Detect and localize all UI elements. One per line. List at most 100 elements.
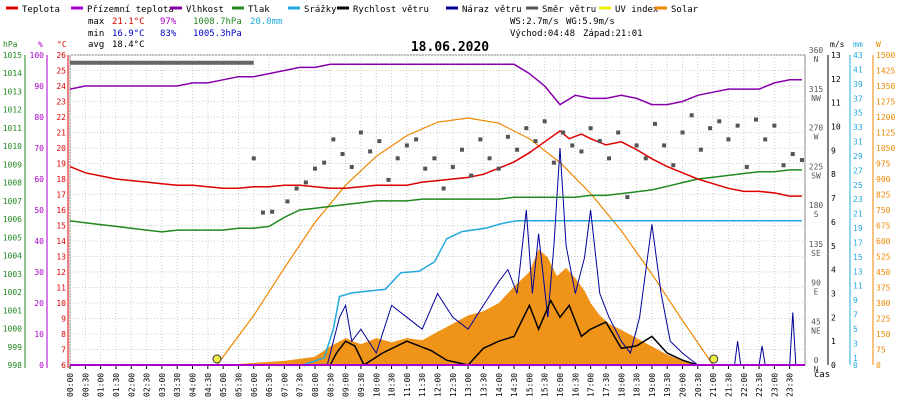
y-tick-dir: 270 <box>809 124 824 133</box>
y-tick-wm2: 450 <box>876 268 891 277</box>
stat-wg: WG:5.9m/s <box>566 17 615 27</box>
y-tick-wm2: 75 <box>876 346 886 355</box>
stats-panel: max 21.1°C 97% 1008.7hPa 20.0mm min 16.9… <box>88 17 643 50</box>
y-tick-wm2: 1200 <box>876 113 895 122</box>
x-tick-label: 12:30 <box>449 373 458 397</box>
wind-dir-point <box>368 149 373 154</box>
y-tick-dir: 135 <box>809 240 824 249</box>
y-tick-wm2: 225 <box>876 315 891 324</box>
wind-dir-point <box>754 117 758 122</box>
legend-label: UV index <box>615 5 659 15</box>
x-tick-label: 11:30 <box>418 373 427 397</box>
x-tick-label: 01:00 <box>97 373 106 397</box>
y-tick-mm: 7 <box>853 311 858 320</box>
legend-label: Tlak <box>248 5 270 15</box>
wind-dir-point <box>349 164 354 169</box>
y-tick-hpa: 1008 <box>3 179 22 188</box>
y-tick-dir: 90 <box>811 279 821 288</box>
stat-sunset: Západ:21:01 <box>583 29 643 39</box>
stat-max-rain: 20.0mm <box>250 17 283 27</box>
y-tick-mm: 21 <box>853 210 863 219</box>
wind-dir-point <box>625 195 630 200</box>
y-tick-dir-label: SE <box>811 249 821 258</box>
stat-ws: WS:2.7m/s <box>510 17 559 27</box>
y-tick-degc: 18 <box>56 175 66 184</box>
wind-dir-point <box>680 130 685 135</box>
stat-min-press: 1005.3hPa <box>193 29 242 39</box>
y-tick-wm2: 1425 <box>876 67 895 76</box>
stat-max-hum: 97% <box>160 17 177 27</box>
x-tick-label: 15:30 <box>541 373 550 397</box>
y-tick-hpa: 1009 <box>3 160 22 169</box>
y-tick-hpa: 1010 <box>3 142 22 151</box>
x-tick-label: 08:30 <box>326 373 335 397</box>
wind-dir-point <box>395 156 400 161</box>
x-tick-label: 13:00 <box>464 373 473 397</box>
wind-dir-point <box>790 152 795 157</box>
y-tick-mm: 35 <box>853 109 863 118</box>
y-tick-degc: 6 <box>61 361 66 370</box>
y-tick-wm2: 1275 <box>876 98 895 107</box>
wind-dir-point <box>460 147 464 152</box>
wind-dir-point <box>423 166 428 171</box>
y-tick-dir-label: NW <box>811 94 821 103</box>
y-tick-degc: 10 <box>56 299 66 308</box>
wind-dir-point <box>414 137 419 142</box>
y-tick-mm: 41 <box>853 65 863 74</box>
y-tick-mm: 1 <box>853 354 858 363</box>
x-tick-label: 03:30 <box>173 373 182 397</box>
wind-dir-point <box>607 156 611 161</box>
x-tick-label: 17:30 <box>602 373 611 397</box>
y-tick-pct: 90 <box>34 82 44 91</box>
y-tick-ms: 8 <box>831 170 836 179</box>
x-tick-label: 23:00 <box>770 373 779 397</box>
y-tick-mm: 37 <box>853 94 863 103</box>
y-tick-dir: 315 <box>809 85 824 94</box>
x-tick-label: 14:30 <box>510 373 519 397</box>
y-tick-degc: 14 <box>56 237 66 246</box>
y-tick-mm: 39 <box>853 80 863 89</box>
y-tick-pct: 50 <box>34 206 44 215</box>
x-tick-label: 16:30 <box>571 373 580 397</box>
y-tick-dir-label: S <box>814 210 819 219</box>
y-tick-pct: 60 <box>34 175 44 184</box>
x-tick-label: 04:30 <box>204 373 213 397</box>
x-tick-label: 13:30 <box>479 373 488 397</box>
y-tick-wm2: 1500 <box>876 51 895 60</box>
x-tick-label: 21:30 <box>724 373 733 397</box>
y-tick-mm: 29 <box>853 152 863 161</box>
y-tick-wm2: 525 <box>876 253 891 262</box>
rain-line <box>70 220 802 366</box>
wind-dir-point <box>251 156 256 161</box>
x-tick-label: 10:00 <box>372 373 381 397</box>
y-unit-pct: % <box>38 40 43 49</box>
x-tick-label: 05:00 <box>219 373 228 397</box>
y-tick-ms: 6 <box>831 218 836 227</box>
x-tick-label: 02:00 <box>127 373 136 397</box>
y-tick-hpa: 1007 <box>3 197 22 206</box>
y-tick-ms: 13 <box>831 51 841 60</box>
y-tick-ms: 12 <box>831 75 841 84</box>
chart-grid <box>69 54 806 366</box>
y-tick-mm: 25 <box>853 181 863 190</box>
y-tick-hpa: 1015 <box>3 51 22 60</box>
wind-dir-point <box>570 143 575 148</box>
y-tick-pct: 80 <box>34 113 44 122</box>
wind-dir-point <box>515 147 520 152</box>
pressure-line <box>69 169 802 233</box>
x-tick-label: 19:30 <box>663 373 672 397</box>
y-tick-hpa: 1001 <box>3 306 22 315</box>
wind-dir-point <box>505 134 510 139</box>
x-tick-label: 21:00 <box>709 373 718 397</box>
y-tick-hpa: 1014 <box>3 69 22 78</box>
x-tick-label: 00:00 <box>66 373 75 397</box>
stat-max-label: max <box>88 17 105 27</box>
y-tick-degc: 13 <box>56 253 66 262</box>
wind-dir-point <box>772 123 777 128</box>
y-unit-wm2: W <box>876 40 881 49</box>
y-tick-dir-label: NE <box>811 326 821 335</box>
stat-min-temp: 16.9°C <box>112 29 145 39</box>
y-tick-mm: 0 <box>853 361 858 370</box>
wind-dir-point <box>358 130 363 135</box>
solar-measured-area <box>223 249 698 365</box>
